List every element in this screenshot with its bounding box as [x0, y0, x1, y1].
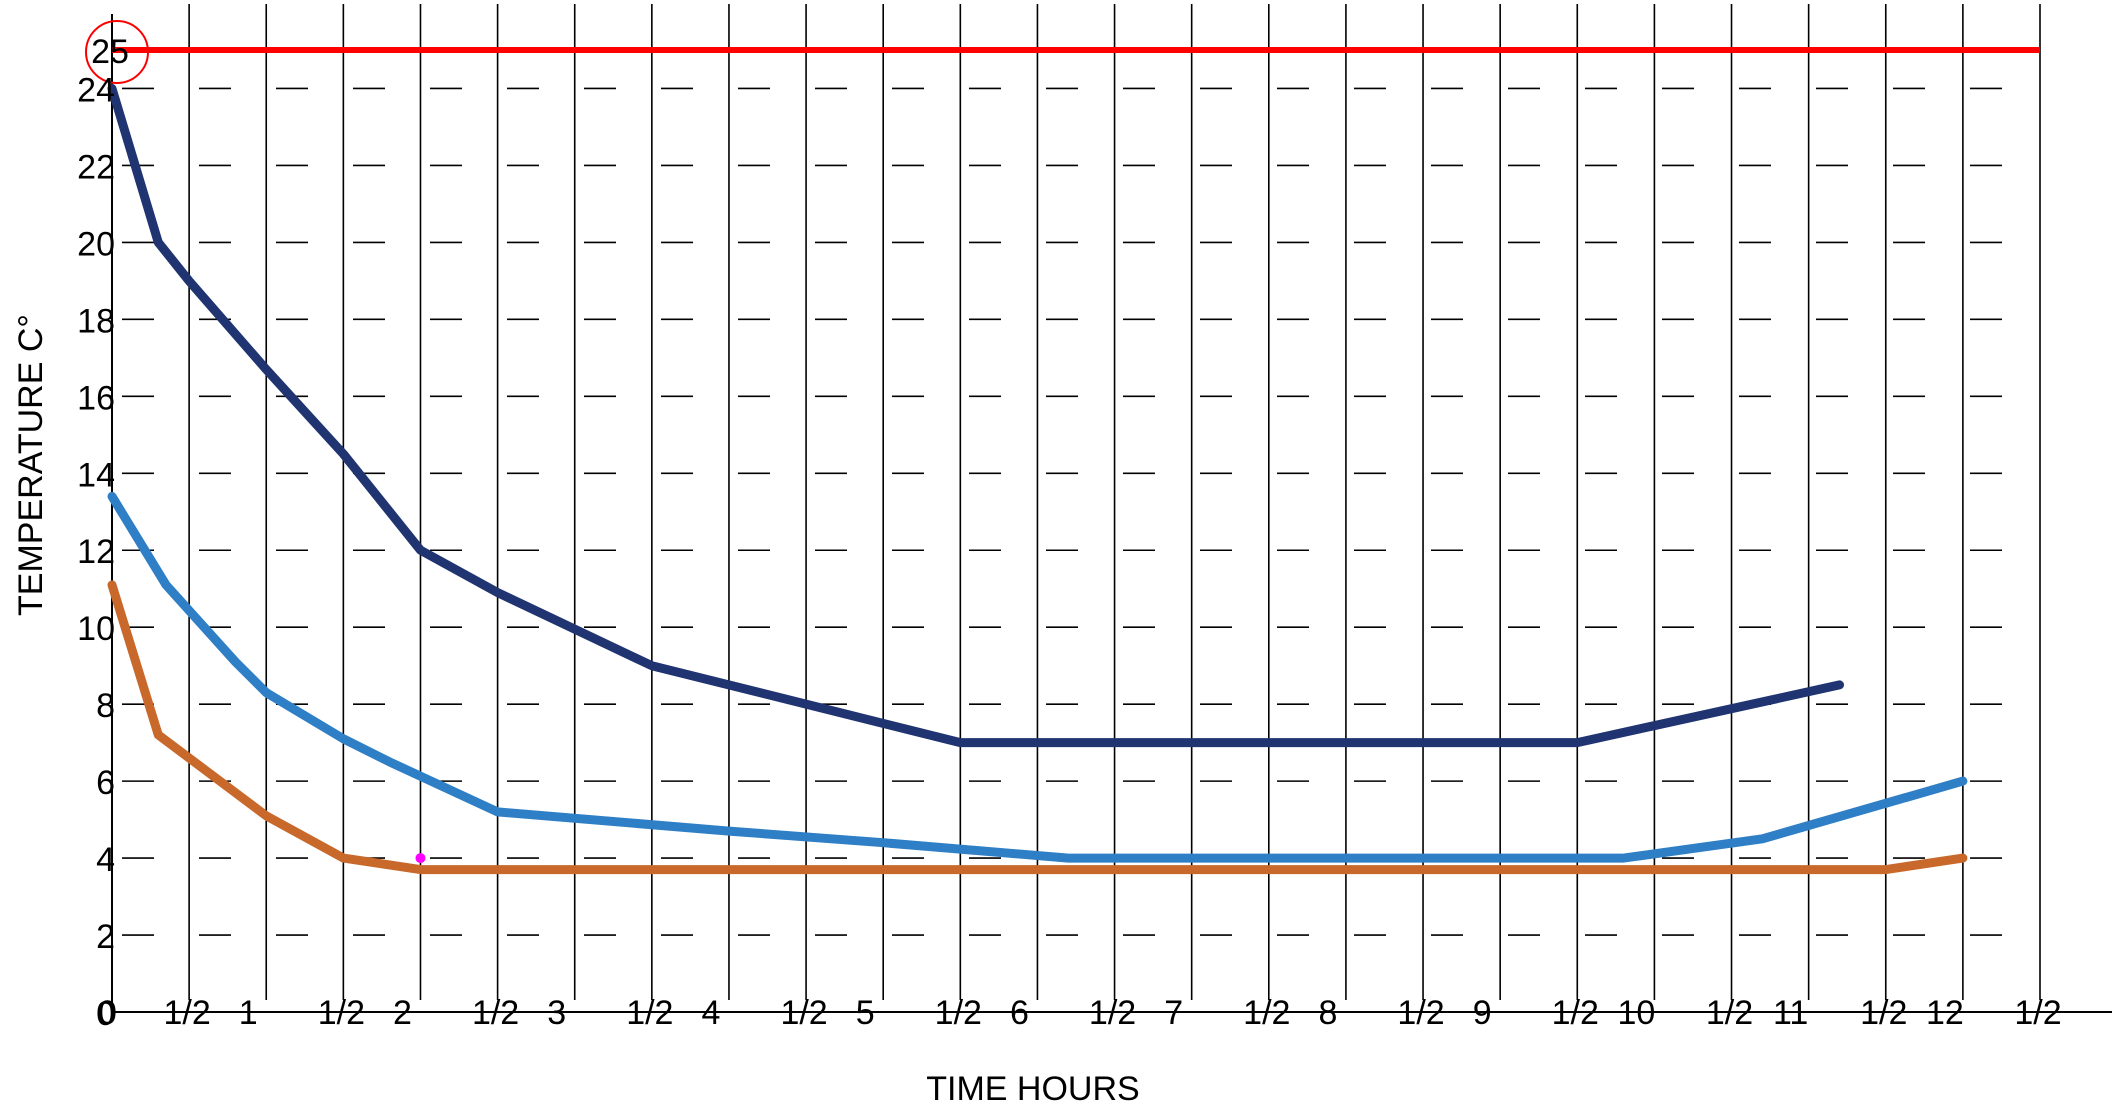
x-tick-label: 1 — [239, 994, 258, 1032]
series-line-3 — [107, 580, 1968, 875]
y-tick-label: 12 — [77, 533, 115, 571]
x-tick-label: 1/2 — [2014, 994, 2061, 1032]
axes — [111, 14, 2112, 1013]
x-tick-label: 1/2 — [472, 994, 519, 1032]
x-tick-label: 11 — [1773, 994, 1808, 1032]
series-line-1 — [107, 84, 1844, 748]
x-tick-label: 6 — [1010, 994, 1029, 1032]
x-tick-label: 1/2 — [1860, 994, 1907, 1032]
reference-line-group: 25 — [85, 20, 2040, 84]
y-tick-label: 4 — [96, 841, 115, 879]
x-tick-label: 7 — [1164, 994, 1183, 1032]
x-tick-label: 3 — [547, 994, 566, 1032]
x-tick-label: 10 — [1617, 994, 1655, 1032]
x-tick-label: 1/2 — [1397, 994, 1444, 1032]
y-tick-label: 22 — [77, 148, 115, 186]
y-tick-label: 16 — [77, 379, 115, 417]
series-line-2 — [107, 491, 1968, 863]
y-tick-label: 2 — [96, 918, 115, 956]
x-tick-label: 1/2 — [1243, 994, 1290, 1032]
x-tick-label: 1/2 — [1552, 994, 1599, 1032]
x-tick-label: 1/2 — [780, 994, 827, 1032]
y-tick-label: 14 — [77, 456, 115, 494]
y-tick-label: 20 — [77, 225, 115, 263]
x-tick-label: 1/2 — [626, 994, 673, 1032]
y-tick-label: 6 — [96, 764, 115, 802]
x-tick-label: 0 — [98, 994, 117, 1032]
reference-label-circle — [85, 20, 149, 84]
series-group — [107, 84, 1968, 875]
x-tick-label: 4 — [701, 994, 720, 1032]
x-tick-label: 5 — [856, 994, 875, 1032]
y-tick-label: 18 — [77, 302, 115, 340]
x-tick-label: 1/2 — [163, 994, 210, 1032]
y-tick-label: 24 — [77, 71, 115, 109]
x-tick-label: 12 — [1926, 994, 1964, 1032]
marker-point — [415, 853, 426, 864]
y-tick-label: 10 — [77, 610, 115, 648]
x-tick-label: 1/2 — [935, 994, 982, 1032]
grid — [112, 4, 2041, 1000]
x-axis-title: TIME HOURS — [926, 1070, 1139, 1108]
x-tick-label: 1/2 — [318, 994, 365, 1032]
reference-line-label: 25 — [91, 33, 129, 71]
x-tick-labels: 0 1/2 1 1/2 2 1/2 3 1/2 4 1/2 5 1/2 6 1/2 7 1/2 8 1/2 9 1/2… — [98, 994, 2062, 1032]
x-tick-label: 1/2 — [1089, 994, 1136, 1032]
x-tick-label: 8 — [1318, 994, 1337, 1032]
y-tick-label: 8 — [96, 687, 115, 725]
x-tick-label: 2 — [393, 994, 412, 1032]
x-tick-label: 1/2 — [1706, 994, 1753, 1032]
y-tick-label: 0 — [96, 995, 115, 1033]
y-axis-title: TEMPERATURE C° — [12, 314, 50, 616]
x-tick-label: 9 — [1473, 994, 1492, 1032]
